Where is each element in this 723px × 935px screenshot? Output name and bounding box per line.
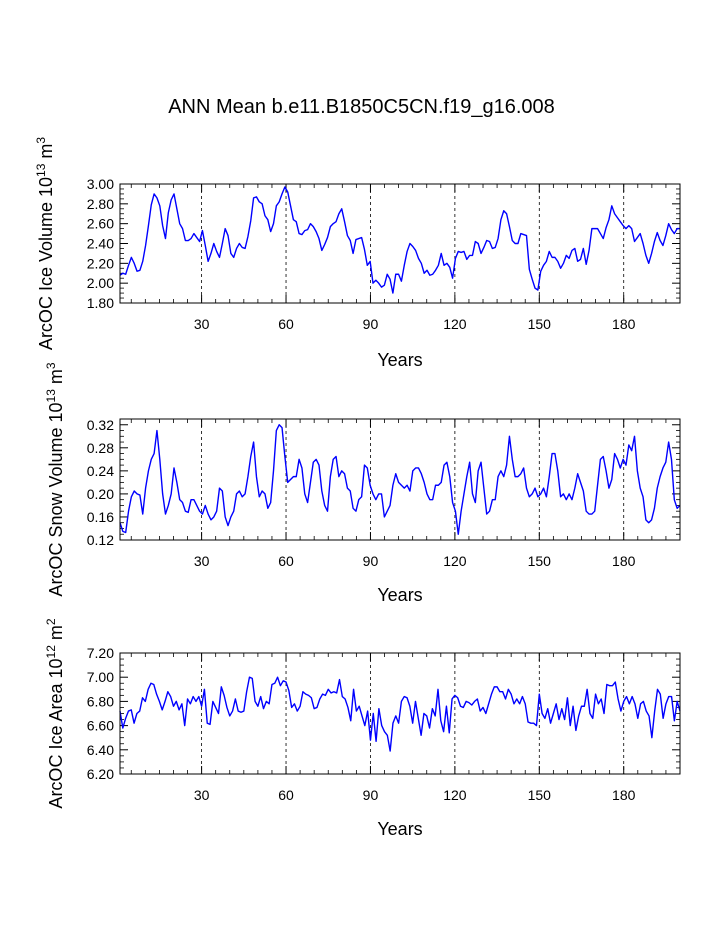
- plot-frame: [119, 652, 681, 775]
- snow-volume-panel: 30 60 90 120 150 180 0.12 0.16 0.20 0.24 0.28 0.32 Y…: [44, 362, 681, 605]
- y-tick-label: 2.20: [87, 255, 114, 271]
- y-tick-label: 6.40: [87, 742, 114, 758]
- series-line: [119, 186, 680, 294]
- x-tick-label: 30: [194, 553, 210, 569]
- series-line: [119, 424, 681, 535]
- x-axis-title: Years: [377, 585, 422, 605]
- x-tick-label: 120: [443, 553, 467, 569]
- y-tick-label: 6.20: [87, 766, 114, 782]
- y-tick-label: 2.80: [87, 196, 114, 212]
- y-tick-label: 2.60: [87, 216, 114, 232]
- y-tick-label: 0.12: [87, 532, 114, 548]
- y-axis-title: ArcOC Snow Volume 1013 m3: [44, 362, 66, 596]
- y-tick-label: 2.00: [87, 275, 114, 291]
- y-tick-label: 0.28: [87, 440, 114, 456]
- y-tick-label: 0.32: [87, 417, 114, 433]
- x-tick-label: 60: [278, 316, 294, 332]
- x-tick-label: 180: [612, 316, 636, 332]
- figure-title: ANN Mean b.e11.B1850C5CN.f19_g16.008: [168, 96, 555, 118]
- x-tick-label: 90: [363, 553, 379, 569]
- y-tick-label: 0.24: [87, 463, 114, 479]
- x-axis-title: Years: [377, 819, 422, 839]
- x-tick-label: 60: [278, 553, 294, 569]
- x-tick-label: 90: [363, 316, 379, 332]
- x-axis-title: Years: [377, 350, 422, 370]
- x-tick-label: 150: [528, 316, 552, 332]
- x-tick-label: 180: [612, 787, 636, 803]
- x-tick-label: 120: [443, 787, 467, 803]
- x-tick-label: 30: [194, 787, 210, 803]
- y-tick-label: 7.20: [87, 645, 114, 661]
- ice-area-panel: 30 60 90 120 150 180 6.20 6.40 6.60 6.80 7.00 7.20 Y…: [44, 618, 681, 839]
- y-tick-label: 6.60: [87, 718, 114, 734]
- x-tick-label: 60: [278, 787, 294, 803]
- x-tick-label: 180: [612, 553, 636, 569]
- ice-volume-panel: 30 60 90 120 150 180 1.80 2.00 2.20 2.40 2.60 2.80 3…: [34, 137, 681, 370]
- x-tick-label: 30: [194, 316, 210, 332]
- x-tick-label: 90: [363, 787, 379, 803]
- y-tick-label: 7.00: [87, 669, 114, 685]
- x-tick-label: 150: [528, 553, 552, 569]
- x-tick-label: 150: [528, 787, 552, 803]
- y-tick-label: 0.20: [87, 486, 114, 502]
- y-tick-label: 3.00: [87, 176, 114, 192]
- y-tick-label: 2.40: [87, 236, 114, 252]
- y-axis-title: ArcOC Ice Area 1012 m2: [44, 618, 66, 808]
- y-tick-label: 0.16: [87, 509, 114, 525]
- plot-frame: [119, 183, 681, 304]
- y-tick-label: 1.80: [87, 295, 114, 311]
- series-line: [119, 676, 681, 752]
- y-axis-title: ArcOC Ice Volume 1013 m3: [34, 137, 56, 350]
- y-tick-label: 6.80: [87, 693, 114, 709]
- x-tick-label: 120: [443, 316, 467, 332]
- plot-frame: [119, 418, 681, 541]
